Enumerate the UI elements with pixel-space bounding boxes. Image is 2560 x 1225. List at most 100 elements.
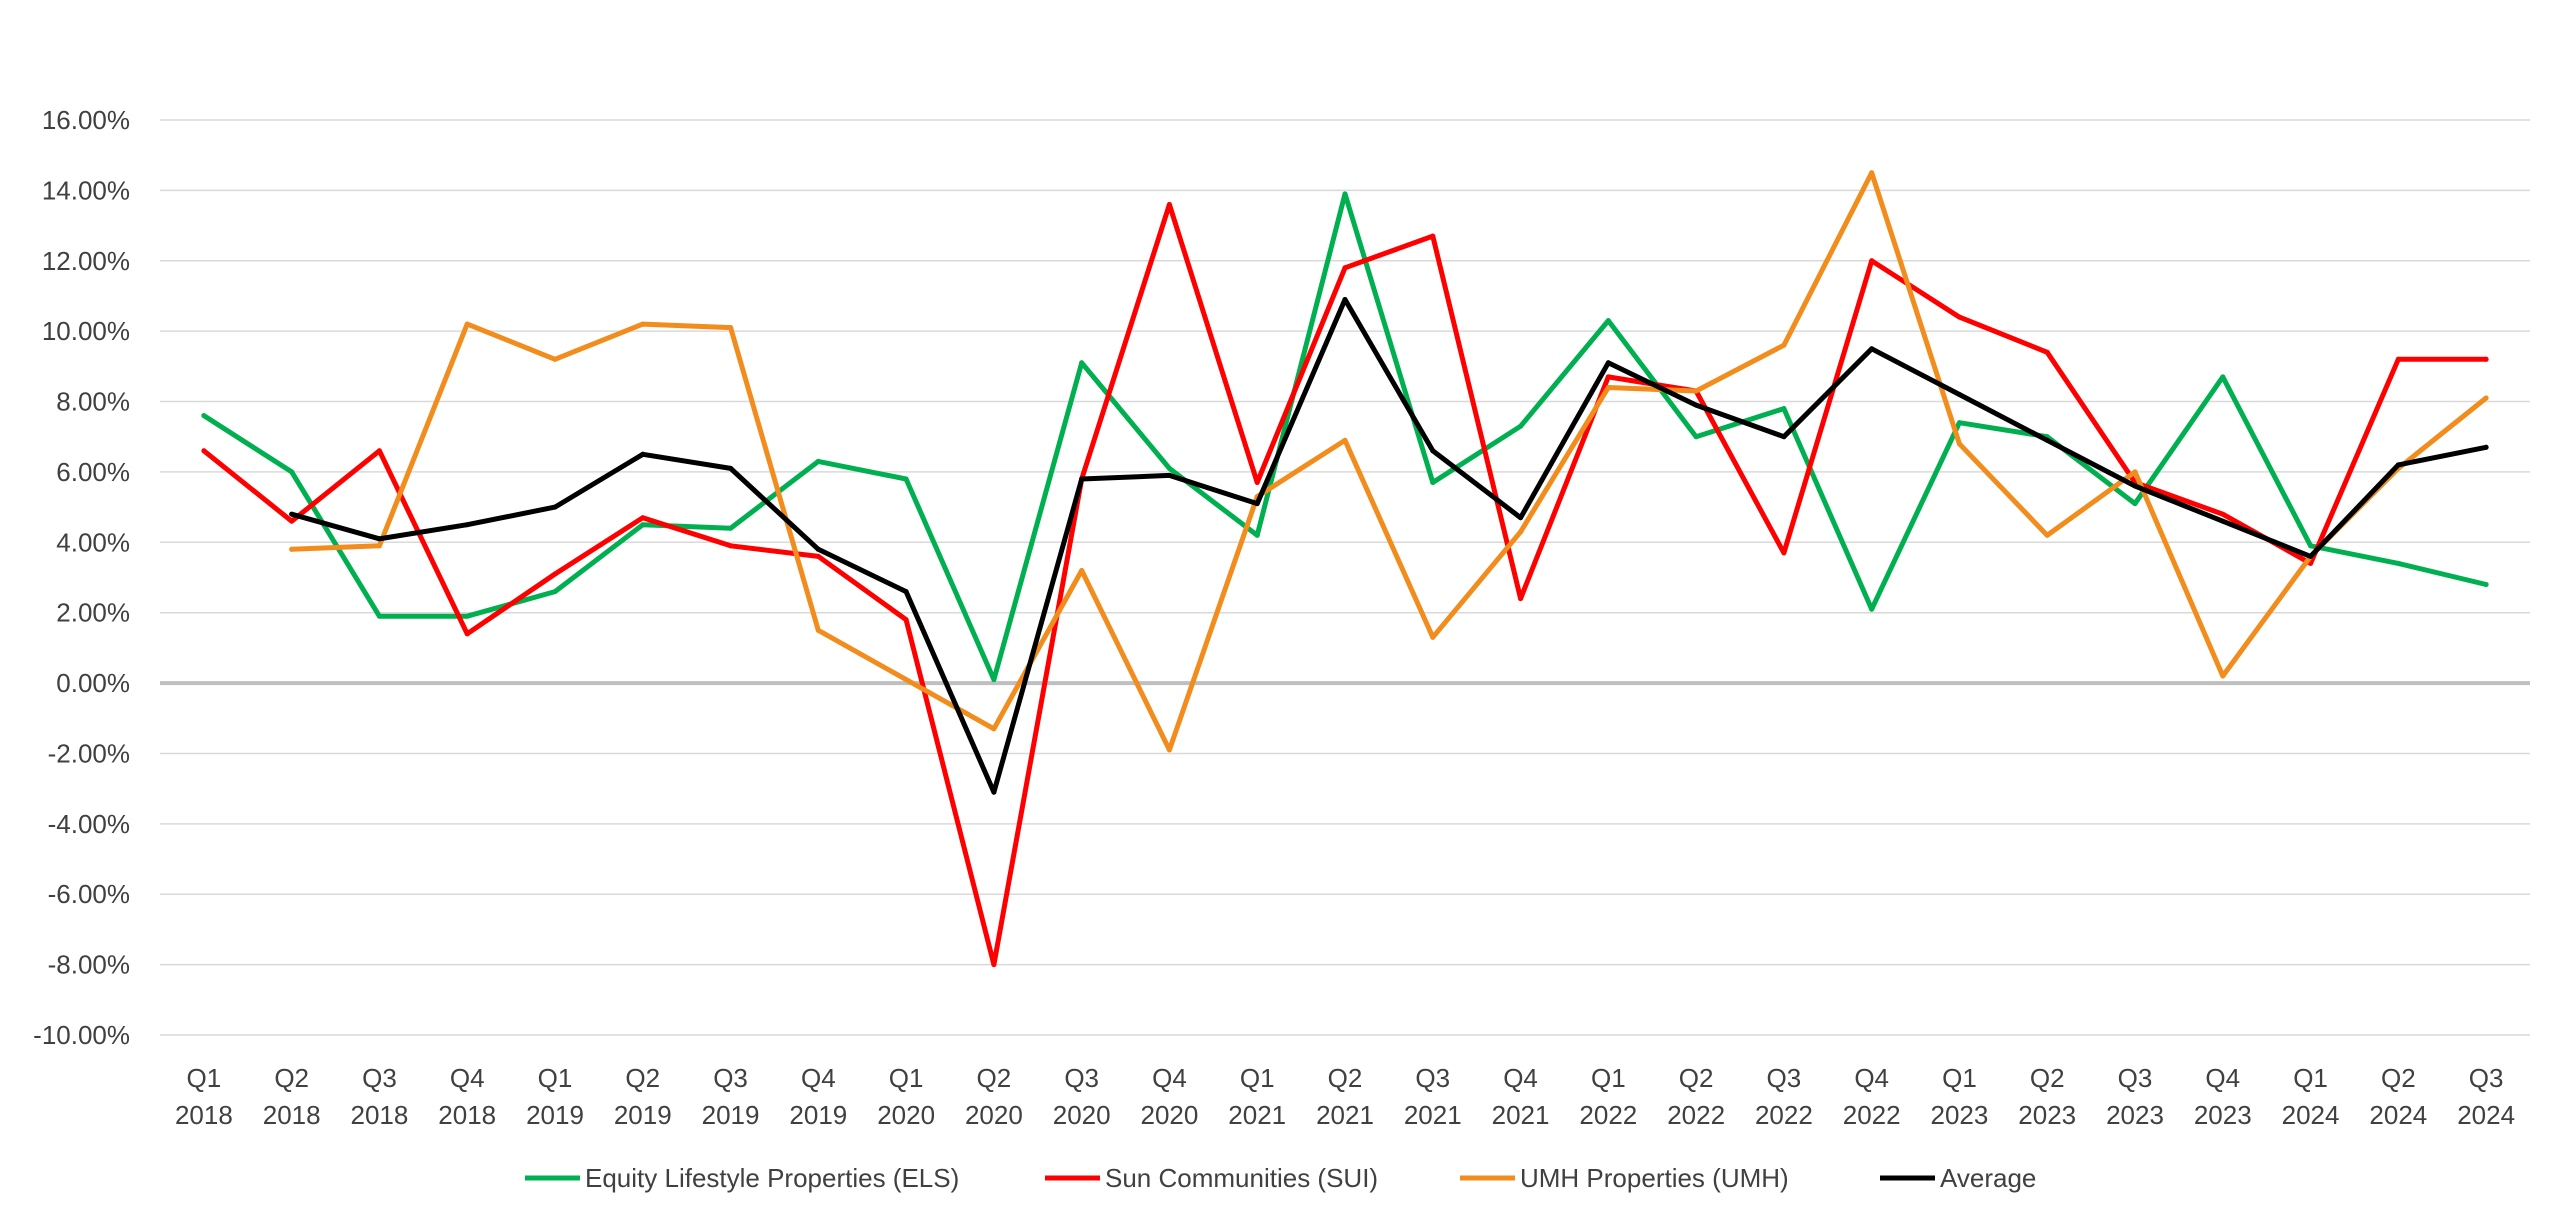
x-tick-label-quarter: Q3 (1415, 1063, 1450, 1093)
data-point-series-2 (2044, 532, 2050, 538)
data-point-series-3 (289, 511, 295, 517)
data-point-series-0 (2395, 560, 2401, 566)
x-tick-label-quarter: Q2 (625, 1063, 660, 1093)
data-point-series-1 (1430, 233, 1436, 239)
data-point-series-1 (2395, 356, 2401, 362)
x-tick-label-quarter: Q4 (801, 1063, 836, 1093)
data-point-series-3 (1342, 297, 1348, 302)
x-tick-label-quarter: Q1 (2293, 1063, 2328, 1093)
data-point-series-2 (640, 321, 646, 327)
data-point-series-0 (376, 613, 382, 619)
y-tick-label: -10.00% (33, 1020, 130, 1050)
x-tick-label-quarter: Q1 (1591, 1063, 1626, 1093)
y-tick-label: 12.00% (42, 246, 130, 276)
x-tick-label-quarter: Q4 (1503, 1063, 1538, 1093)
data-point-series-3 (728, 465, 734, 471)
data-point-series-2 (991, 726, 997, 732)
data-point-series-1 (1342, 265, 1348, 271)
data-point-series-2 (464, 321, 470, 327)
x-tick-label-year: 2023 (2106, 1100, 2164, 1130)
data-point-series-3 (1693, 402, 1699, 408)
x-tick-label-year: 2019 (526, 1100, 584, 1130)
legend-label: Equity Lifestyle Properties (ELS) (585, 1163, 959, 1193)
data-point-series-3 (1254, 501, 1260, 507)
y-axis-tick-labels: 16.00% 14.00% 12.00% 10.00% 8.00% 6.00% 4.00% 2… (33, 105, 130, 1050)
data-point-series-2 (1869, 170, 1875, 176)
data-point-series-0 (2220, 374, 2226, 380)
x-tick-label-year: 2023 (2018, 1100, 2076, 1130)
data-point-series-3 (1605, 360, 1611, 366)
data-point-series-3 (376, 536, 382, 542)
series-line-1 (201, 202, 2489, 968)
data-point-series-3 (815, 546, 821, 552)
data-point-series-0 (1254, 532, 1260, 538)
data-point-series-2 (376, 543, 382, 549)
data-point-series-1 (1605, 374, 1611, 380)
x-tick-label-quarter: Q1 (1240, 1063, 1275, 1093)
x-tick-label-quarter: Q4 (450, 1063, 485, 1093)
data-point-series-1 (201, 448, 207, 454)
data-point-series-0 (1605, 318, 1611, 324)
x-tick-label-year: 2019 (702, 1100, 760, 1130)
x-tick-label-year: 2024 (2282, 1100, 2340, 1130)
y-tick-label: 0.00% (56, 668, 130, 698)
data-point-series-0 (1869, 606, 1875, 612)
data-point-series-3 (1430, 448, 1436, 454)
data-point-series-3 (903, 589, 909, 595)
x-tick-label-year: 2020 (1053, 1100, 1111, 1130)
data-point-series-0 (464, 613, 470, 619)
x-tick-label-quarter: Q1 (187, 1063, 222, 1093)
x-tick-label-quarter: Q4 (1854, 1063, 1889, 1093)
data-point-series-1 (1254, 480, 1260, 485)
y-tick-label: 8.00% (56, 387, 130, 417)
data-point-series-0 (2132, 501, 2138, 507)
data-point-series-2 (1166, 747, 1172, 753)
grid-lines (160, 119, 2530, 1036)
data-point-series-0 (903, 476, 909, 482)
data-point-series-2 (2220, 673, 2226, 679)
data-point-series-2 (903, 677, 909, 683)
x-tick-label-year: 2018 (263, 1100, 321, 1130)
data-point-series-3 (2220, 518, 2226, 524)
data-point-series-1 (289, 518, 295, 524)
data-point-series-1 (1166, 202, 1172, 207)
y-tick-label: 16.00% (42, 105, 130, 135)
data-point-series-2 (728, 325, 734, 331)
x-tick-label-year: 2019 (789, 1100, 847, 1130)
x-tick-label-quarter: Q3 (362, 1063, 397, 1093)
data-point-series-1 (815, 553, 821, 559)
data-point-series-0 (1430, 480, 1436, 485)
data-point-series-1 (2220, 511, 2226, 517)
x-tick-label-quarter: Q4 (2205, 1063, 2240, 1093)
y-tick-label: 6.00% (56, 457, 130, 487)
x-tick-label-quarter: Q2 (2030, 1063, 2065, 1093)
x-tick-label-year: 2019 (614, 1100, 672, 1130)
data-point-series-0 (1166, 465, 1172, 471)
x-tick-label-year: 2021 (1404, 1100, 1462, 1130)
data-point-series-1 (1956, 314, 1962, 320)
x-axis-tick-labels: Q1 2018 Q2 2018 Q3 2018 Q4 2018 Q1 2019 Q2 2019 Q3 20… (175, 1063, 2515, 1130)
legend: Equity Lifestyle Properties (ELS) Sun Com… (525, 1163, 2036, 1193)
data-point-series-2 (1342, 437, 1348, 443)
data-point-series-1 (1781, 550, 1787, 556)
x-tick-label-year: 2022 (1579, 1100, 1637, 1130)
x-tick-label-year: 2022 (1667, 1100, 1725, 1130)
y-tick-label: 14.00% (42, 175, 130, 205)
data-point-series-3 (991, 789, 997, 795)
data-point-series-2 (1518, 529, 1524, 535)
data-point-series-0 (1518, 423, 1524, 429)
data-point-series-3 (1869, 346, 1875, 352)
x-tick-label-year: 2020 (1141, 1100, 1199, 1130)
data-point-series-0 (815, 458, 821, 464)
data-point-series-2 (815, 627, 821, 633)
series-line-2 (289, 170, 2489, 753)
x-tick-label-year: 2023 (1931, 1100, 1989, 1130)
legend-label: Average (1940, 1163, 2036, 1193)
x-tick-label-quarter: Q1 (538, 1063, 573, 1093)
data-point-series-3 (2395, 462, 2401, 468)
data-point-series-2 (1079, 568, 1085, 573)
data-point-series-1 (903, 617, 909, 623)
y-tick-label: -4.00% (48, 809, 130, 839)
x-tick-label-year: 2020 (965, 1100, 1023, 1130)
